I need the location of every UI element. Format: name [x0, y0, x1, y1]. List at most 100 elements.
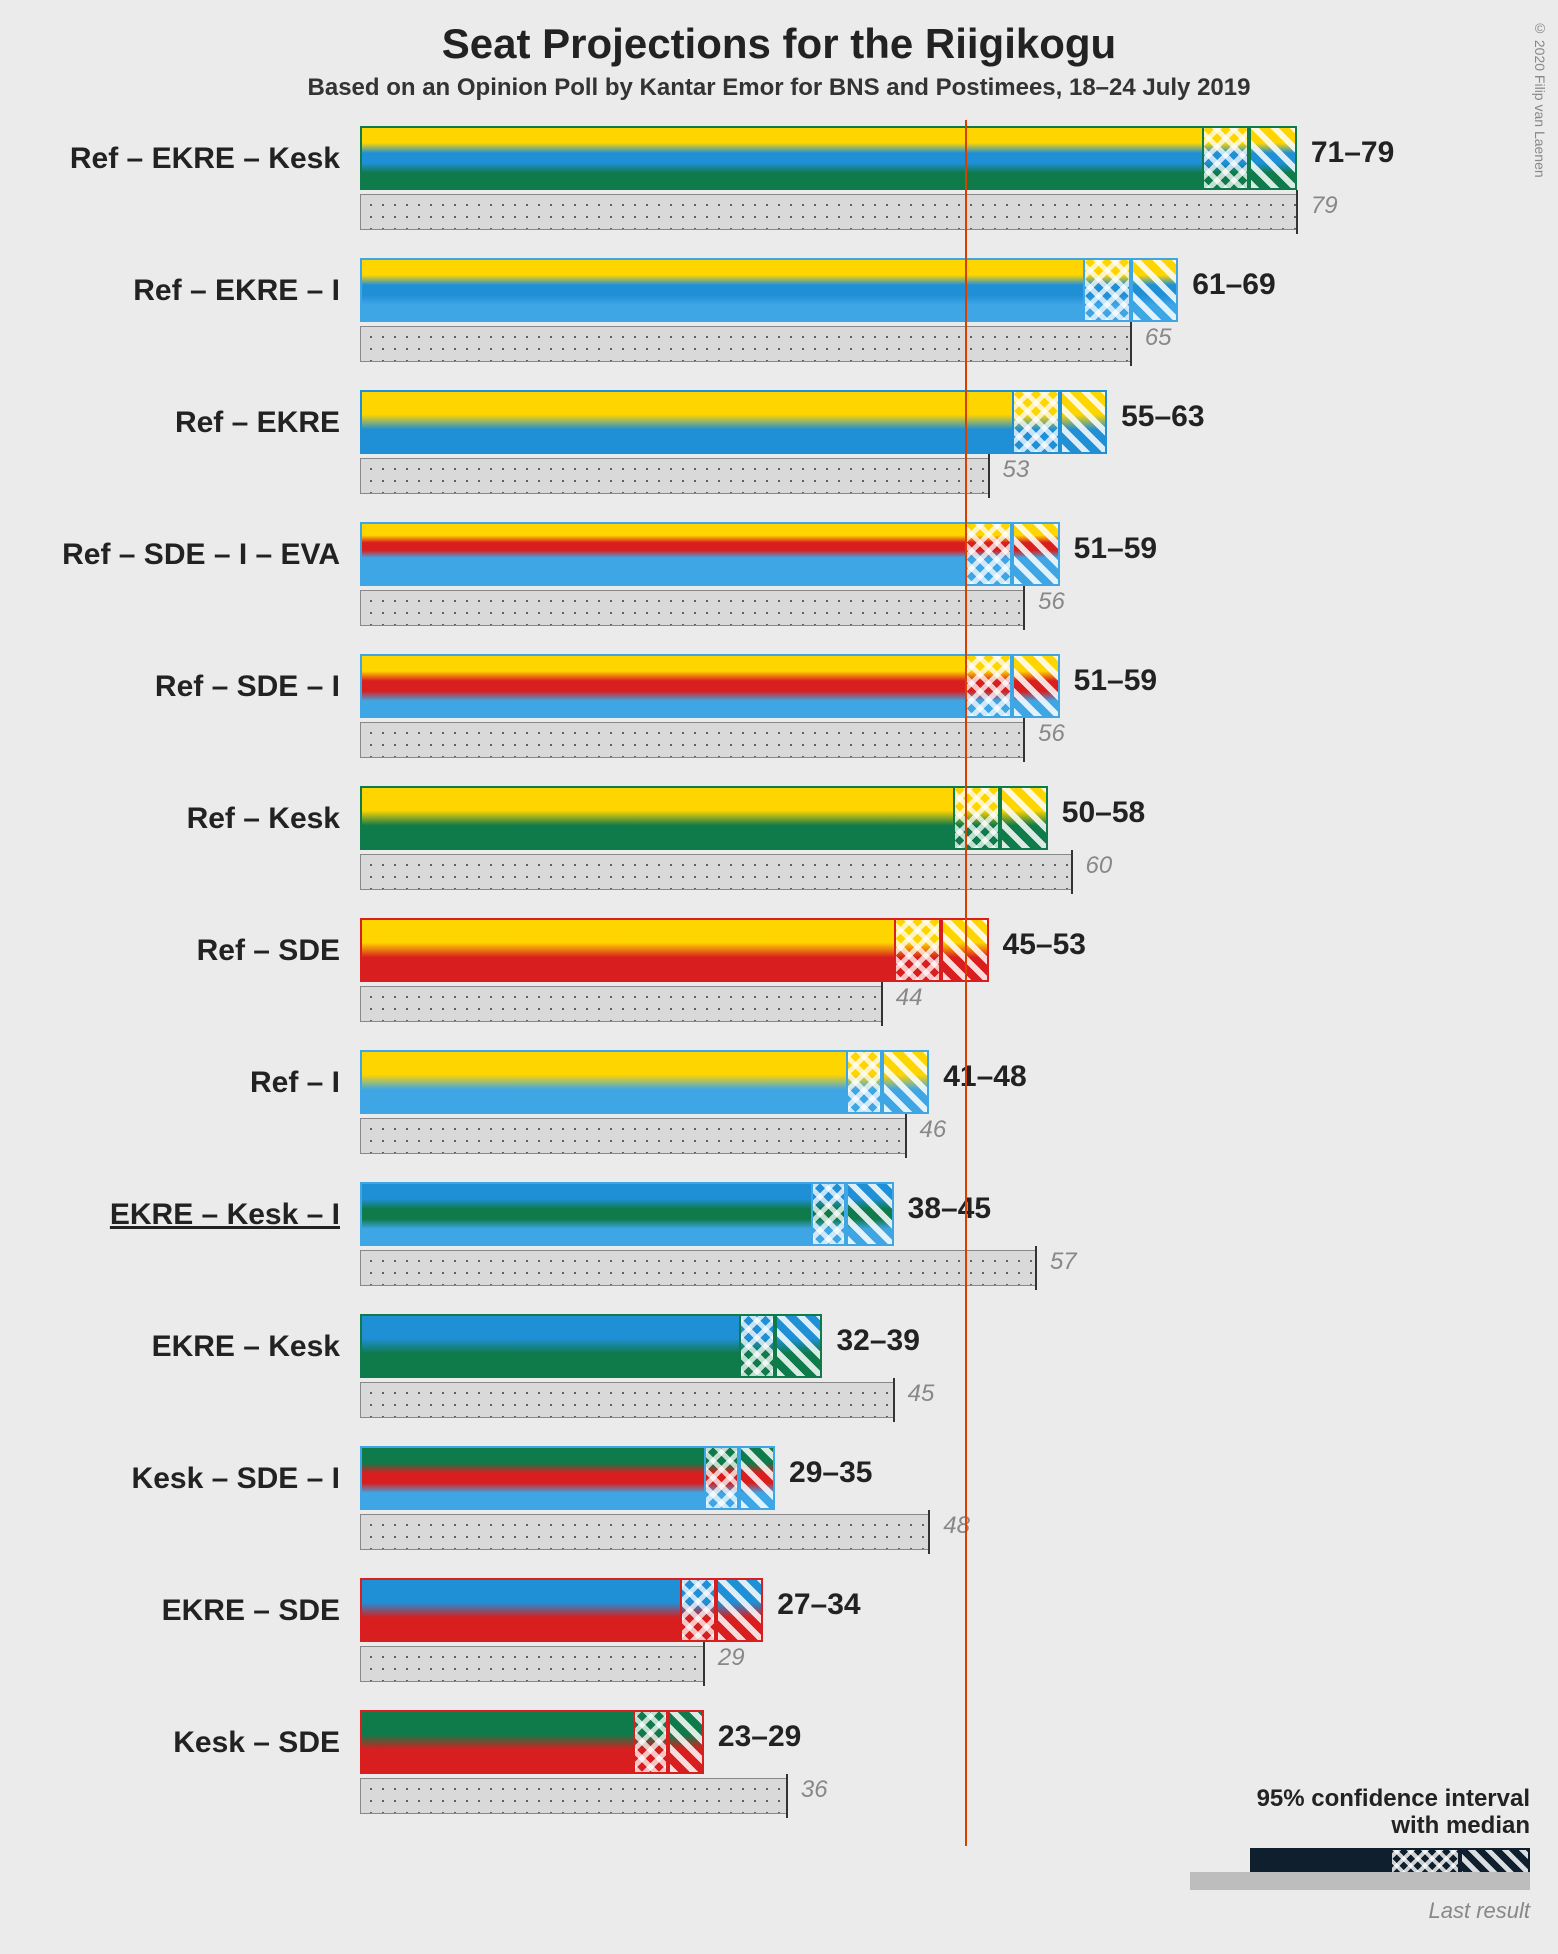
coalition-row: Ref – EKRE – I 61–69 65: [20, 252, 1538, 384]
coalition-row: Ref – I41–4846: [20, 1044, 1538, 1176]
range-value: 71–79: [1311, 136, 1394, 170]
coalition-label: Kesk – SDE: [20, 1726, 340, 1760]
last-result-tick: [928, 1510, 930, 1554]
legend-last-label: Last result: [1100, 1898, 1530, 1924]
ci-median-to-high: [882, 1050, 929, 1114]
coalition-label: EKRE – Kesk: [20, 1330, 340, 1364]
last-result-bar: [360, 1118, 906, 1154]
last-value: 79: [1311, 192, 1338, 220]
coalition-label: EKRE – SDE: [20, 1594, 340, 1628]
last-result-tick: [786, 1774, 788, 1818]
range-value: 55–63: [1121, 400, 1204, 434]
ci-low-to-median: [1012, 390, 1059, 454]
ci-median-to-high: [668, 1710, 704, 1774]
coalition-label: Ref – EKRE: [20, 406, 340, 440]
range-value: 51–59: [1074, 532, 1157, 566]
ci-low-to-median: [739, 1314, 775, 1378]
last-value: 53: [1003, 456, 1030, 484]
last-result-bar: [360, 1778, 787, 1814]
projection-bar: [360, 522, 1060, 586]
chart-area: Ref – EKRE – Kesk 71–79 79 Ref – EKRE – I 61…: [20, 120, 1538, 1836]
last-result-tick: [905, 1114, 907, 1158]
last-result-tick: [703, 1642, 705, 1686]
coalition-label: EKRE – Kesk – I: [20, 1198, 340, 1232]
last-value: 44: [896, 984, 923, 1012]
last-result-bar: [360, 722, 1024, 758]
ci-median-to-high: [739, 1446, 775, 1510]
range-value: 29–35: [789, 1456, 872, 1490]
last-value: 48: [943, 1512, 970, 1540]
range-value: 27–34: [777, 1588, 860, 1622]
ci-low-to-median: [704, 1446, 740, 1510]
last-result-tick: [881, 982, 883, 1026]
projection-bar: [360, 1050, 929, 1114]
last-value: 29: [718, 1644, 745, 1672]
last-result-bar: [360, 194, 1297, 230]
last-value: 65: [1145, 324, 1172, 352]
ci-low-to-median: [633, 1710, 669, 1774]
last-result-tick: [1035, 1246, 1037, 1290]
coalition-row: Ref – SDE45–5344: [20, 912, 1538, 1044]
last-result-bar: [360, 1514, 929, 1550]
coalition-label: Ref – Kesk: [20, 802, 340, 836]
coalition-label: Ref – SDE – I: [20, 670, 340, 704]
ci-median-to-high: [846, 1182, 893, 1246]
last-value: 46: [920, 1116, 947, 1144]
ci-median-to-high: [1000, 786, 1047, 850]
legend: 95% confidence intervalwith median Last …: [1100, 1785, 1530, 1924]
projection-bar: [360, 258, 1178, 322]
last-result-tick: [893, 1378, 895, 1422]
legend-last-bar: [1190, 1872, 1530, 1890]
last-result-tick: [1023, 718, 1025, 762]
coalition-label: Ref – EKRE – Kesk: [20, 142, 340, 176]
last-value: 56: [1038, 720, 1065, 748]
ci-low-to-median: [846, 1050, 882, 1114]
last-result-tick: [1071, 850, 1073, 894]
ci-median-to-high: [941, 918, 988, 982]
coalition-row: Ref – Kesk 50–58 60: [20, 780, 1538, 912]
last-value: 45: [908, 1380, 935, 1408]
ci-low-to-median: [680, 1578, 716, 1642]
last-result-bar: [360, 986, 882, 1022]
last-result-bar: [360, 458, 989, 494]
coalition-label: Ref – SDE – I – EVA: [20, 538, 340, 572]
last-result-bar: [360, 854, 1072, 890]
coalition-label: Ref – EKRE – I: [20, 274, 340, 308]
projection-bar: [360, 786, 1048, 850]
last-value: 36: [801, 1776, 828, 1804]
ci-low-to-median: [965, 654, 1012, 718]
ci-low-to-median: [1202, 126, 1249, 190]
ci-low-to-median: [1083, 258, 1130, 322]
legend-ci-label: 95% confidence intervalwith median: [1100, 1785, 1530, 1840]
coalition-row: EKRE – Kesk – I 38–45 57: [20, 1176, 1538, 1308]
last-result-bar: [360, 1250, 1036, 1286]
range-value: 23–29: [718, 1720, 801, 1754]
projection-bar: [360, 126, 1297, 190]
legend-bar: [1100, 1848, 1530, 1892]
last-result-tick: [1130, 322, 1132, 366]
range-value: 45–53: [1003, 928, 1086, 962]
coalition-row: Kesk – SDE – I29–3548: [20, 1440, 1538, 1572]
range-value: 51–59: [1074, 664, 1157, 698]
last-value: 57: [1050, 1248, 1077, 1276]
last-result-bar: [360, 326, 1131, 362]
last-result-bar: [360, 1646, 704, 1682]
range-value: 38–45: [908, 1192, 991, 1226]
ci-median-to-high: [716, 1578, 763, 1642]
chart-title: Seat Projections for the Riigikogu: [0, 0, 1558, 68]
last-result-tick: [988, 454, 990, 498]
ci-median-to-high: [775, 1314, 822, 1378]
range-value: 41–48: [943, 1060, 1026, 1094]
ci-median-to-high: [1131, 258, 1178, 322]
coalition-row: Ref – EKRE 55–63 53: [20, 384, 1538, 516]
ci-low-to-median: [953, 786, 1000, 850]
projection-bar: [360, 390, 1107, 454]
range-value: 50–58: [1062, 796, 1145, 830]
range-value: 61–69: [1192, 268, 1275, 302]
ci-median-to-high: [1060, 390, 1107, 454]
ci-median-to-high: [1012, 522, 1059, 586]
last-value: 60: [1086, 852, 1113, 880]
ci-low-to-median: [811, 1182, 847, 1246]
coalition-row: Ref – EKRE – Kesk 71–79 79: [20, 120, 1538, 252]
chart-subtitle: Based on an Opinion Poll by Kantar Emor …: [0, 74, 1558, 102]
